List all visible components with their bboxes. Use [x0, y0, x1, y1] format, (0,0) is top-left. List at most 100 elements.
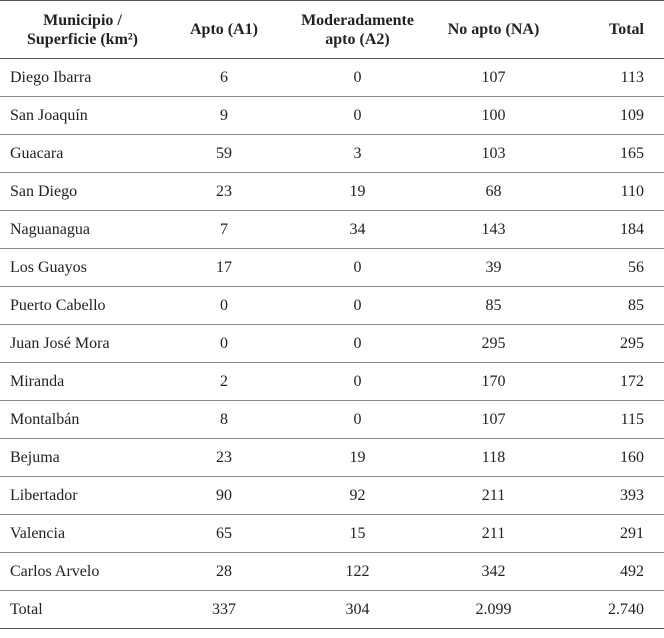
table-row: Los Guayos 17 0 39 56: [0, 248, 664, 287]
cell: 65: [165, 514, 283, 553]
header-cell: No apto (NA): [432, 0, 555, 59]
header-text: Apto (A1): [190, 21, 258, 38]
cell: 295: [555, 324, 664, 363]
table-row: Total 337 304 2.099 2.740: [0, 590, 664, 629]
cell: Diego Ibarra: [0, 58, 165, 97]
cell: 0: [283, 400, 432, 439]
cell: 122: [283, 552, 432, 591]
cell: Juan José Mora: [0, 324, 165, 363]
cell: 184: [555, 210, 664, 249]
cell: 2.740: [555, 590, 664, 629]
cell: Libertador: [0, 476, 165, 515]
table-row: San Joaquín 9 0 100 109: [0, 96, 664, 135]
header-text: apto (A2): [325, 30, 390, 48]
cell: 304: [283, 590, 432, 629]
cell: Naguanagua: [0, 210, 165, 249]
cell: Carlos Arvelo: [0, 552, 165, 591]
cell: 9: [165, 96, 283, 135]
cell: 39: [432, 248, 555, 287]
cell: 56: [555, 248, 664, 287]
table-row: Puerto Cabello 0 0 85 85: [0, 286, 664, 325]
cell: Puerto Cabello: [0, 286, 165, 325]
header-text: Total: [609, 21, 644, 38]
table-row: Libertador 90 92 211 393: [0, 476, 664, 515]
cell: 23: [165, 438, 283, 477]
header-cell: Municipio / Superficie (km²): [0, 0, 165, 59]
cell: 34: [283, 210, 432, 249]
cell: 211: [432, 476, 555, 515]
table-body: Diego Ibarra 6 0 107 113 San Joaquín 9 0 100 109 G…: [0, 58, 664, 629]
cell: San Joaquín: [0, 96, 165, 135]
cell: 19: [283, 438, 432, 477]
cell: 103: [432, 134, 555, 173]
table-row: Guacara 59 3 103 165: [0, 134, 664, 173]
header-text: No apto (NA): [447, 21, 540, 38]
cell: Total: [0, 590, 165, 629]
cell: 3: [283, 134, 432, 173]
cell: 0: [283, 324, 432, 363]
table-row: Montalbán 8 0 107 115: [0, 400, 664, 439]
cell: 393: [555, 476, 664, 515]
header-row: Municipio / Superficie (km²) Apto (A1) Mode…: [0, 0, 664, 59]
cell: 107: [432, 400, 555, 439]
cell: 492: [555, 552, 664, 591]
cell: 90: [165, 476, 283, 515]
cell: 28: [165, 552, 283, 591]
cell: 109: [555, 96, 664, 135]
header-text: Municipio /: [43, 11, 122, 29]
cell: 0: [283, 58, 432, 97]
cell: San Diego: [0, 172, 165, 211]
cell: Valencia: [0, 514, 165, 553]
cell: 118: [432, 438, 555, 477]
cell: 85: [555, 286, 664, 325]
cell: 113: [555, 58, 664, 97]
cell: 59: [165, 134, 283, 173]
cell: 143: [432, 210, 555, 249]
cell: 0: [165, 324, 283, 363]
cell: 8: [165, 400, 283, 439]
cell: 19: [283, 172, 432, 211]
cell: 107: [432, 58, 555, 97]
cell: 295: [432, 324, 555, 363]
cell: 68: [432, 172, 555, 211]
cell: Los Guayos: [0, 248, 165, 287]
cell: 15: [283, 514, 432, 553]
cell: 115: [555, 400, 664, 439]
cell: 2: [165, 362, 283, 401]
cell: 92: [283, 476, 432, 515]
table-row: Miranda 2 0 170 172: [0, 362, 664, 401]
cell: Montalbán: [0, 400, 165, 439]
cell: 23: [165, 172, 283, 211]
cell: 0: [283, 96, 432, 135]
cell: 85: [432, 286, 555, 325]
cell: 110: [555, 172, 664, 211]
header-cell: Total: [555, 0, 664, 59]
cell: 2.099: [432, 590, 555, 629]
header-cell: Apto (A1): [165, 0, 283, 59]
cell: 170: [432, 362, 555, 401]
cell: 160: [555, 438, 664, 477]
cell: 165: [555, 134, 664, 173]
cell: 0: [283, 286, 432, 325]
header-text: Moderadamente: [301, 11, 414, 29]
header-cell: Moderadamente apto (A2): [283, 0, 432, 59]
cell: 7: [165, 210, 283, 249]
cell: 342: [432, 552, 555, 591]
table-row: Juan José Mora 0 0 295 295: [0, 324, 664, 363]
table-row: San Diego 23 19 68 110: [0, 172, 664, 211]
cell: 291: [555, 514, 664, 553]
cell: Miranda: [0, 362, 165, 401]
cell: 6: [165, 58, 283, 97]
table-row: Naguanagua 7 34 143 184: [0, 210, 664, 249]
cell: 172: [555, 362, 664, 401]
table-row: Diego Ibarra 6 0 107 113: [0, 58, 664, 97]
table-row: Valencia 65 15 211 291: [0, 514, 664, 553]
header-text: Superficie (km²): [27, 30, 138, 48]
cell: 17: [165, 248, 283, 287]
cell: 0: [165, 286, 283, 325]
cell: 337: [165, 590, 283, 629]
cell: 0: [283, 362, 432, 401]
cell: 100: [432, 96, 555, 135]
